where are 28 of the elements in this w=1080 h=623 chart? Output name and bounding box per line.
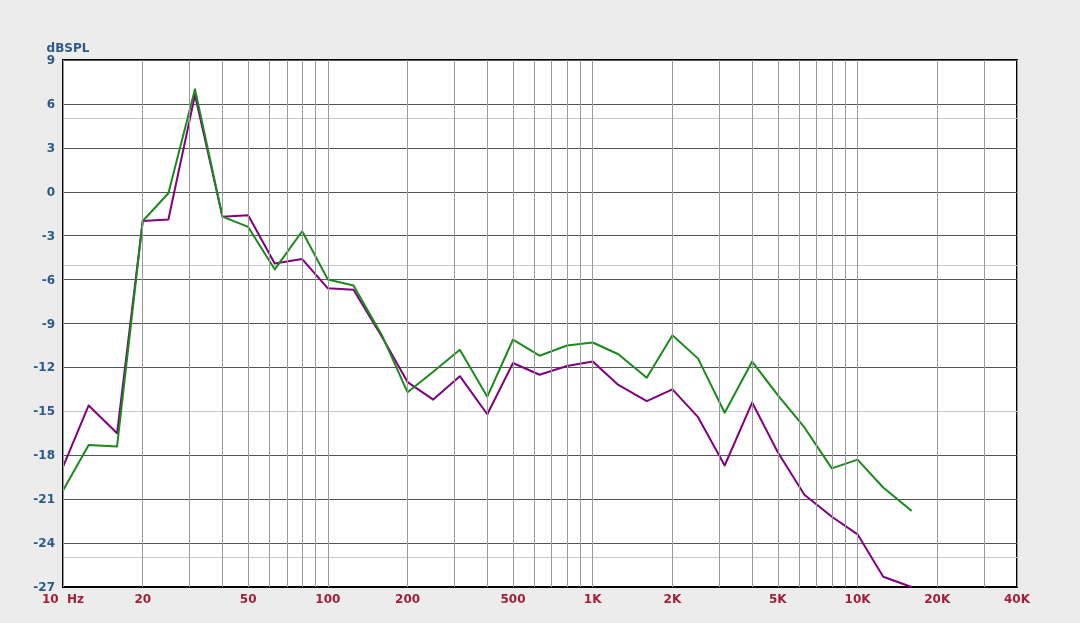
x-tick-label: 200: [395, 592, 421, 606]
y-tick-label: -27: [33, 580, 55, 594]
line-series: [62, 88, 913, 512]
x-tick-label: 5K: [768, 592, 788, 606]
y-tick-label: -9: [41, 316, 55, 331]
x-tick-label: 20K: [924, 592, 951, 606]
x-tick-label: 50: [239, 592, 257, 606]
x-tick-label: 100: [315, 592, 341, 606]
y-tick-label: -18: [33, 448, 55, 463]
x-tick-label: 40K: [1004, 592, 1031, 606]
x-tick-label: 2K: [663, 592, 682, 606]
y-tick-label: 0: [46, 184, 55, 199]
x-tick-label: 1K: [583, 592, 603, 606]
x-tick-label: 10K: [844, 592, 872, 606]
y-tick-label: -6: [41, 272, 55, 287]
y-tick-label: 9: [46, 53, 55, 67]
y-tick-label: -12: [33, 360, 55, 375]
y-tick-label: -24: [33, 536, 55, 551]
x-tick-label: 500: [500, 592, 526, 606]
y-tick-label: 6: [46, 96, 55, 111]
y-tick-label: 3: [46, 140, 55, 155]
y-tick-label: -15: [33, 404, 55, 419]
x-tick-label: 10 Hz: [41, 592, 85, 606]
y-axis-title: dBSPL: [46, 41, 90, 55]
y-tick-label: -3: [41, 228, 55, 243]
x-tick-label: 20: [134, 592, 152, 606]
y-tick-label: -21: [33, 492, 55, 507]
line-series: [62, 94, 913, 588]
